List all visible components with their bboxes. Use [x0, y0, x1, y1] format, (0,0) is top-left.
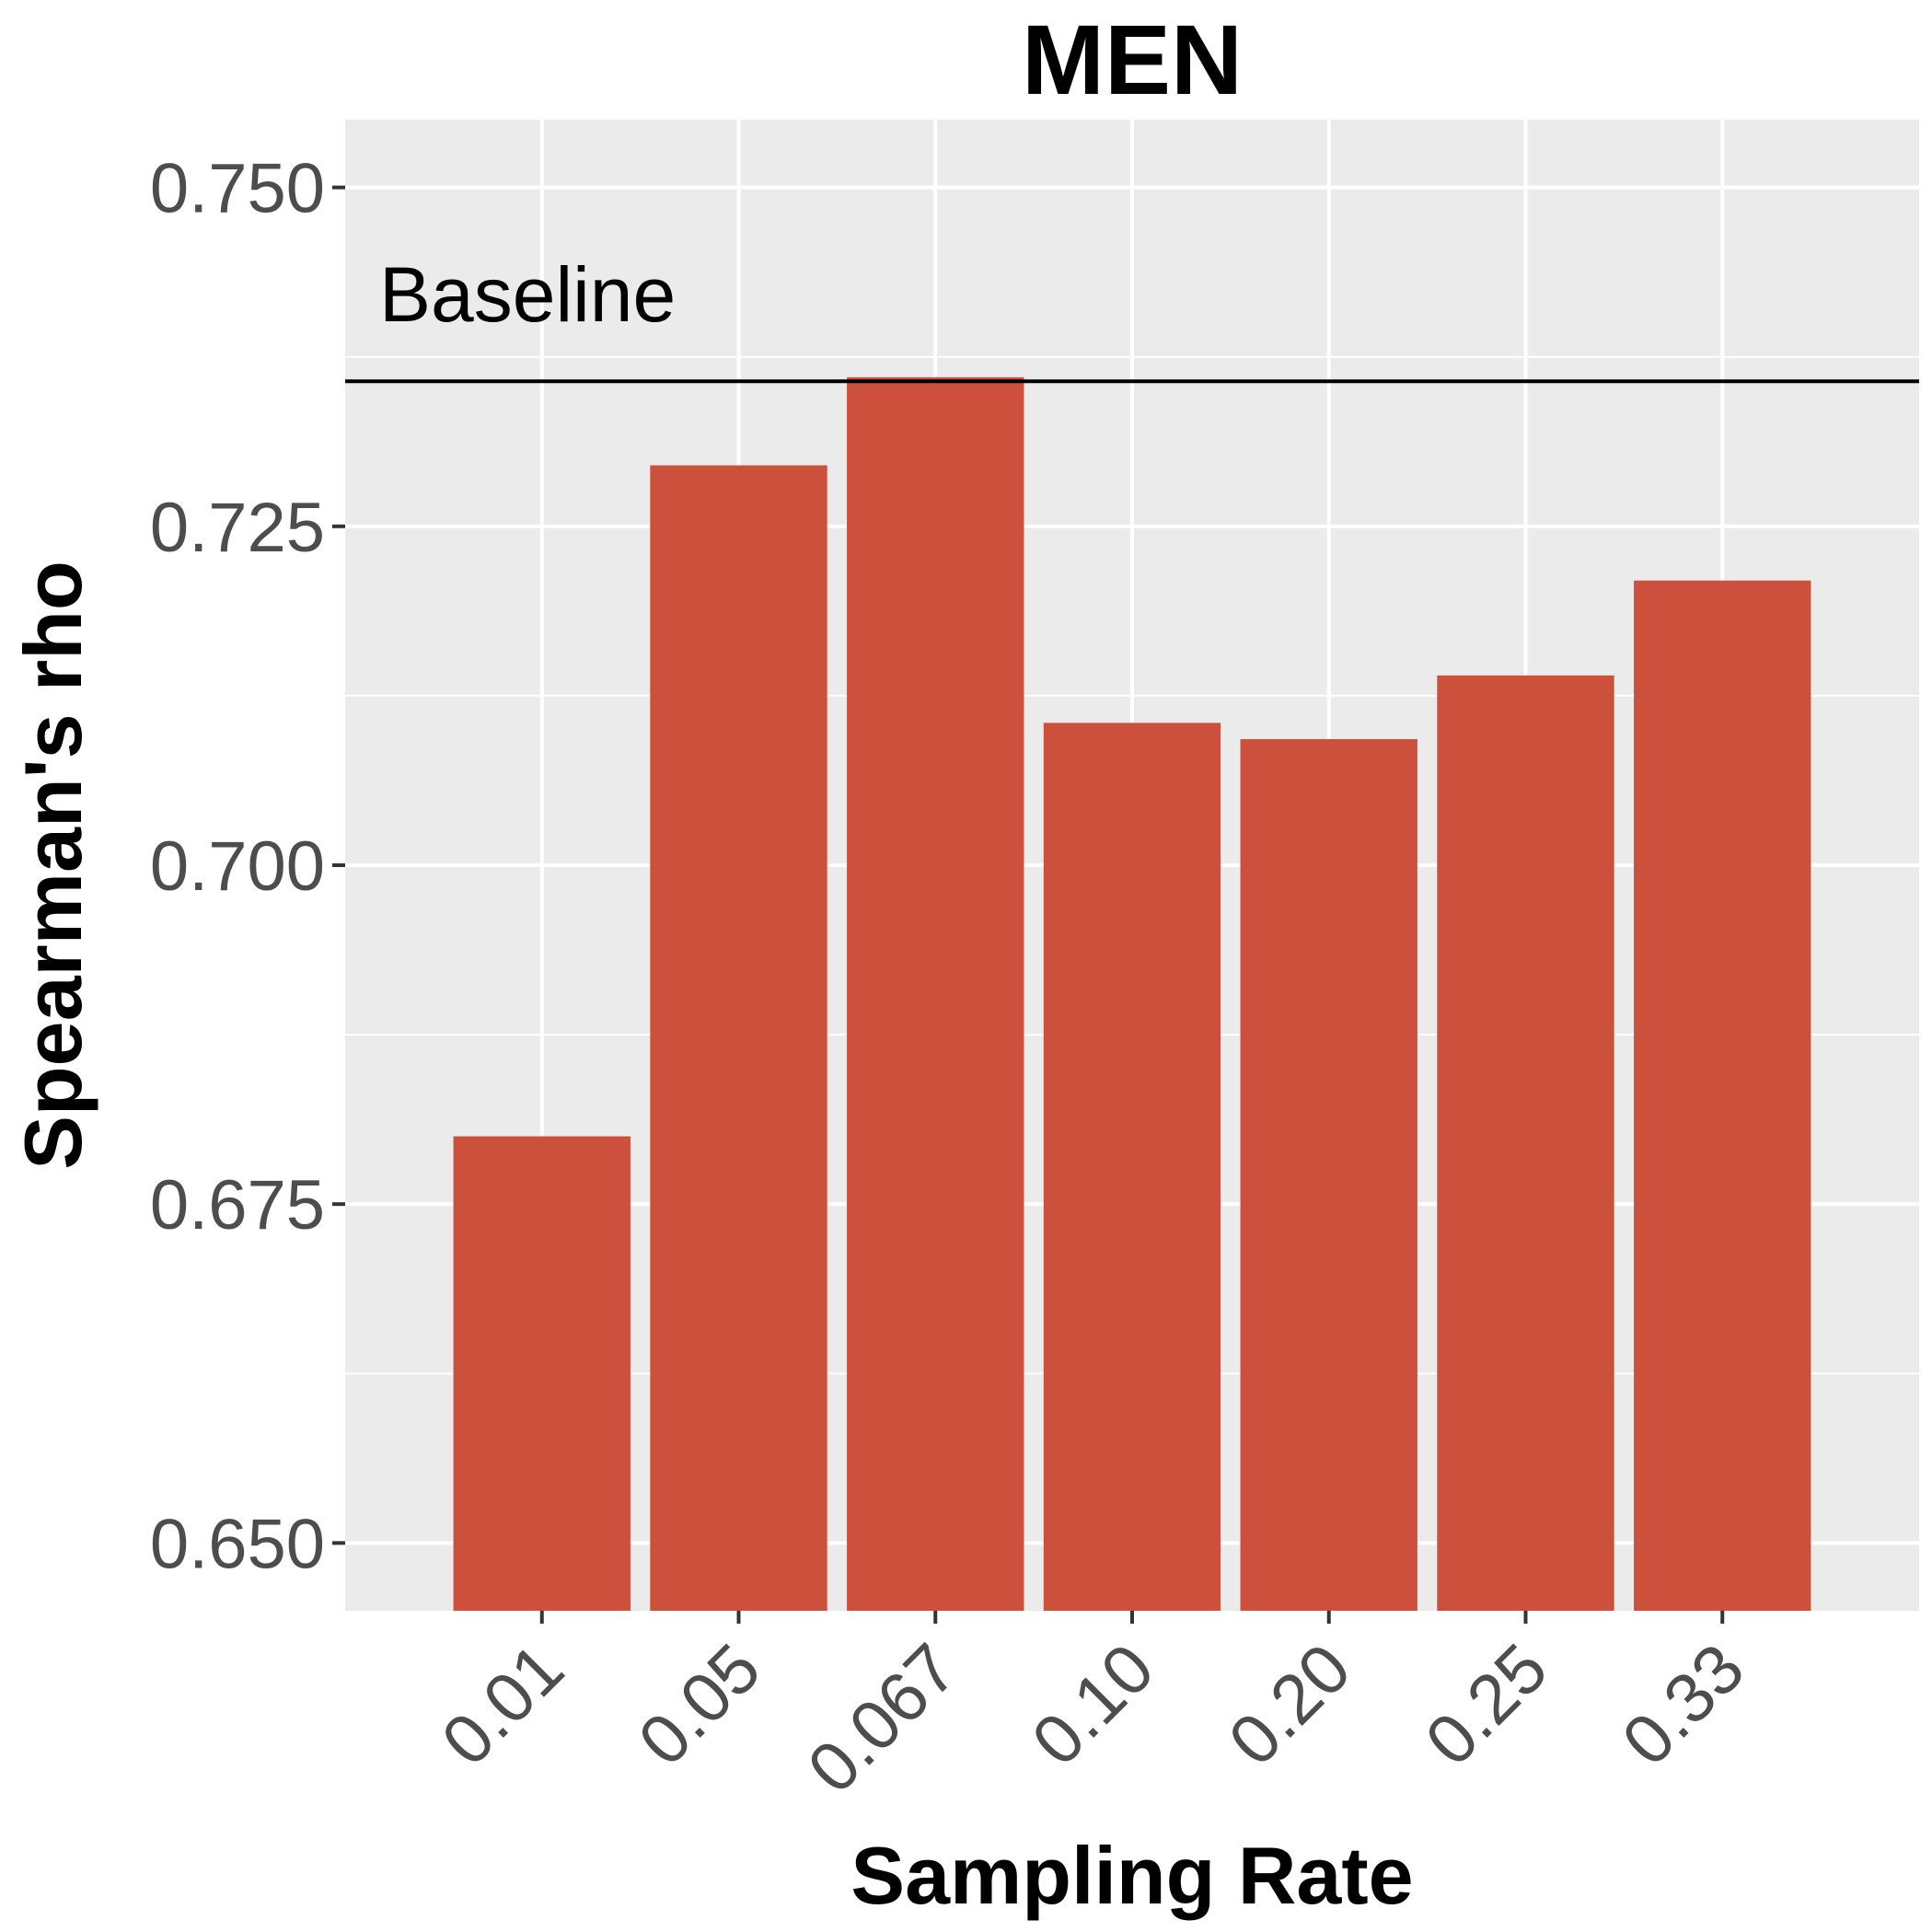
- chart-title: MEN: [1022, 4, 1243, 115]
- bar-0.20: [1240, 739, 1417, 1611]
- x-axis-title: Sampling Rate: [850, 1830, 1413, 1921]
- x-tick-label: 0.10: [1017, 1629, 1169, 1781]
- x-axis: 0.01 0.05 0.067 0.10 0.20 0.25 0.33: [427, 1611, 1759, 1809]
- x-tick-label: 0.25: [1411, 1629, 1563, 1781]
- bar-0.25: [1437, 675, 1614, 1611]
- bar-0.10: [1043, 723, 1221, 1611]
- y-tick-label: 0.675: [150, 1166, 325, 1244]
- y-tick-label: 0.650: [150, 1505, 325, 1583]
- x-tick-label: 0.05: [624, 1629, 776, 1781]
- x-tick-label: 0.067: [793, 1629, 973, 1809]
- y-tick-label: 0.725: [150, 489, 325, 567]
- bar-0.067: [847, 376, 1024, 1612]
- bar-0.01: [453, 1136, 631, 1611]
- x-tick-label: 0.20: [1214, 1629, 1366, 1781]
- bar-0.33: [1634, 580, 1811, 1611]
- y-axis-title: Spearman's rho: [7, 561, 98, 1170]
- x-tick-label: 0.33: [1608, 1629, 1760, 1781]
- bars: [453, 376, 1811, 1612]
- y-tick-label: 0.750: [150, 150, 325, 228]
- y-tick-label: 0.700: [150, 827, 325, 906]
- x-tick-label: 0.01: [427, 1629, 579, 1781]
- bar-0.05: [650, 465, 827, 1612]
- baseline-label: Baseline: [379, 251, 676, 338]
- y-axis: 0.650 0.675 0.700 0.725 0.750: [150, 150, 345, 1583]
